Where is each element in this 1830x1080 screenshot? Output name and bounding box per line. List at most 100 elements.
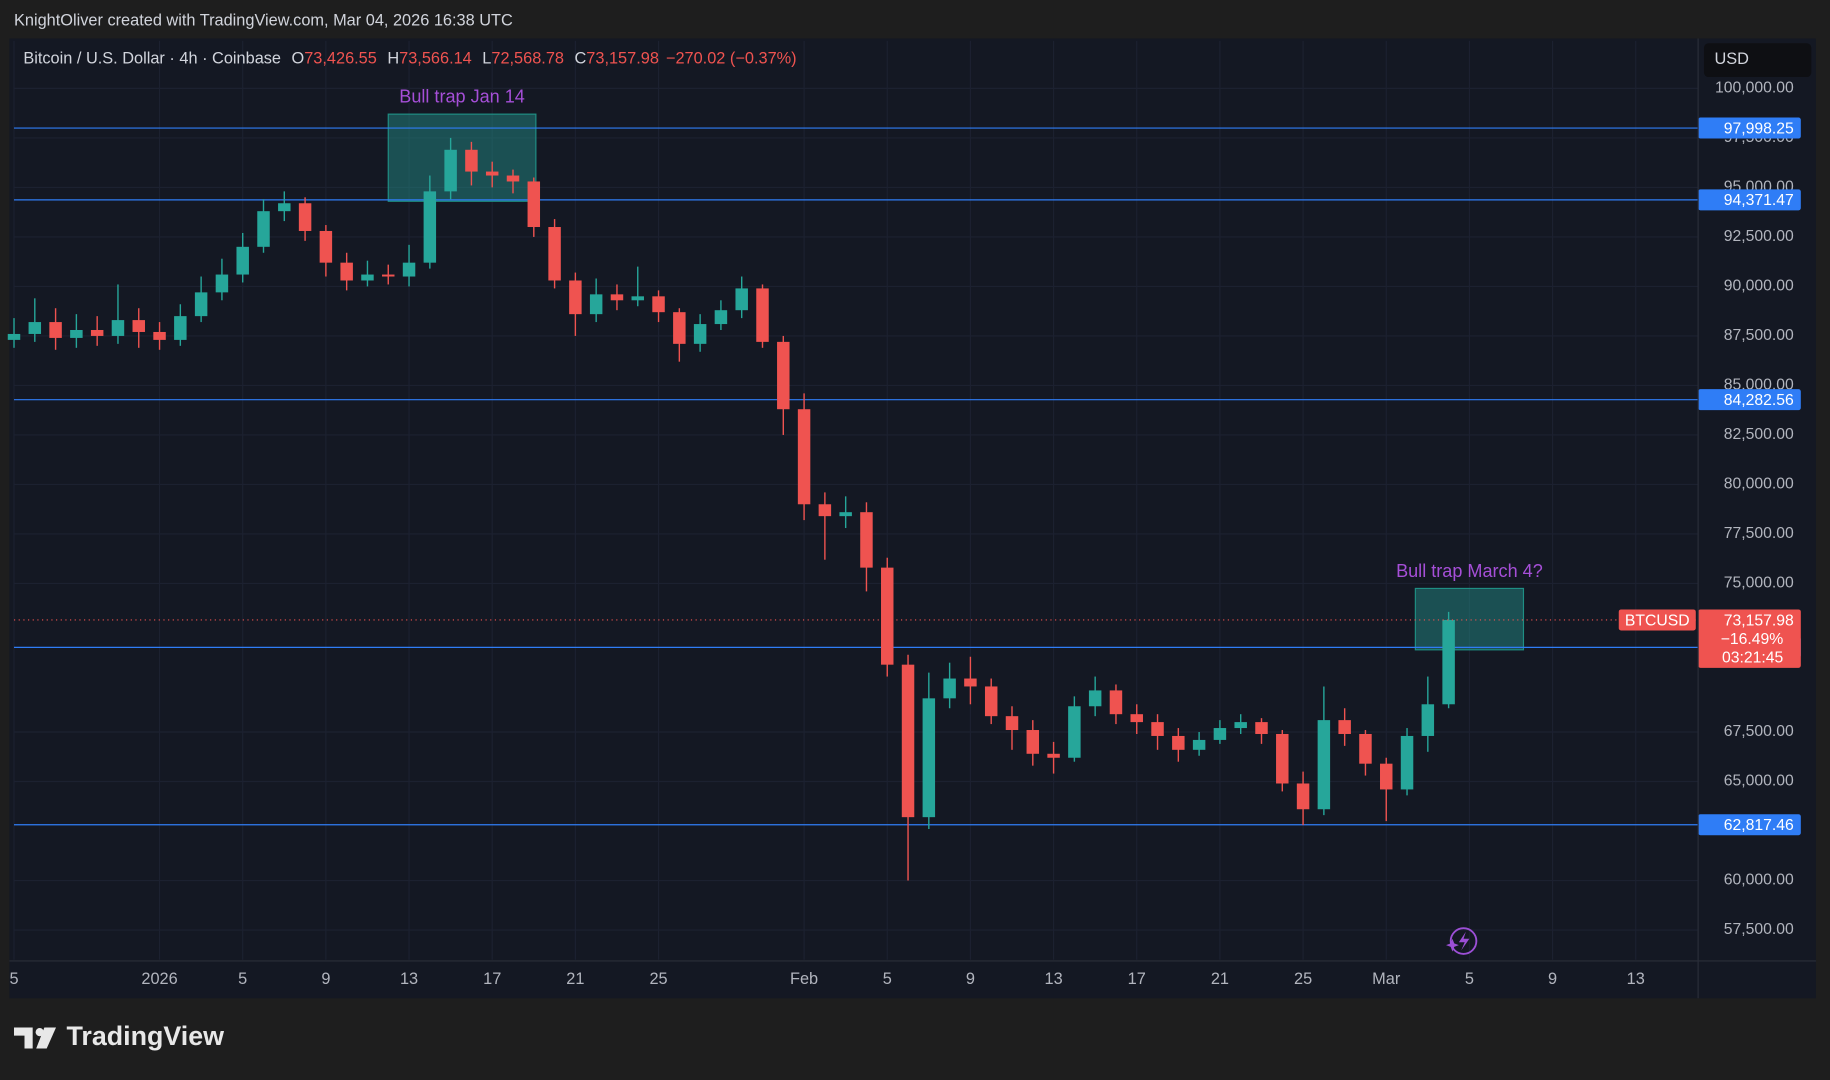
candle-body — [797, 409, 811, 505]
y-tick-label: 100,000.00 — [1715, 80, 1794, 97]
legend-value: 73,157.98 — [586, 50, 659, 68]
symbol-label-bg — [1618, 609, 1696, 631]
symbol-label: BTCUSD — [1625, 612, 1690, 629]
y-tick-label: 75,000.00 — [1724, 575, 1794, 592]
candle-body — [631, 296, 644, 301]
candle-body — [1359, 733, 1372, 764]
candle-body — [756, 288, 769, 342]
candle-body — [652, 296, 665, 313]
legend-title: Bitcoin / U.S. Dollar · 4h · Coinbase — [23, 50, 281, 68]
candle-body — [818, 504, 832, 517]
candle-body — [1192, 739, 1206, 750]
candle-body — [444, 149, 457, 192]
candle-body — [28, 322, 42, 334]
lightning-icon[interactable] — [1446, 927, 1478, 955]
candle-body — [1296, 783, 1310, 810]
x-tick-label: 9 — [1548, 970, 1557, 988]
candle-body — [922, 698, 936, 818]
legend-value: 73,426.55 — [304, 50, 377, 68]
legend-key: L — [482, 50, 491, 68]
x-tick-label: 5 — [9, 970, 18, 988]
candle-body — [1255, 722, 1268, 734]
y-tick-label: 77,500.00 — [1724, 525, 1794, 542]
annotation-text: Bull trap March 4? — [1396, 561, 1543, 581]
candle-body — [423, 191, 437, 263]
currency-button[interactable] — [1703, 43, 1812, 78]
candle-body — [1088, 690, 1102, 707]
candle-body — [1338, 720, 1351, 734]
legend-key: O — [292, 50, 305, 68]
candle-body — [1234, 722, 1247, 729]
candle-body — [610, 294, 624, 301]
candle-body — [1213, 728, 1227, 740]
attribution: KnightOliver created with TradingView.co… — [14, 11, 513, 29]
level-label-bg — [1698, 814, 1801, 836]
candle-body — [569, 280, 582, 315]
candle-body — [319, 230, 333, 263]
candle-body — [1130, 714, 1143, 723]
candle-body — [340, 262, 353, 281]
y-tick-label: 57,500.00 — [1724, 921, 1794, 938]
candle-body — [589, 294, 603, 315]
last-price-bg — [1698, 609, 1801, 668]
candle-body — [7, 333, 21, 340]
y-tick-label: 80,000.00 — [1724, 476, 1794, 493]
candle-body — [70, 329, 83, 338]
x-tick-label: 25 — [649, 970, 667, 988]
x-tick-label: 13 — [1044, 970, 1062, 988]
x-tick-label: 5 — [238, 970, 247, 988]
y-tick-label: 87,500.00 — [1724, 327, 1794, 344]
legend-key: H — [387, 50, 399, 68]
bar-countdown: 03:21:45 — [1722, 650, 1784, 667]
level-label: 62,817.46 — [1724, 817, 1794, 834]
level-label: 94,371.47 — [1724, 192, 1794, 209]
candle-body — [402, 262, 416, 277]
candle-body — [548, 227, 561, 281]
grid: 5 2026 5 9 13 17 21 25 Feb 5 9 13 17 21 25 Mar 5 9 13 57,50… — [9, 40, 1794, 988]
candle-body — [132, 320, 145, 332]
annotation-box — [1414, 587, 1525, 651]
y-tick-label: 90,000.00 — [1724, 278, 1794, 295]
legend-value: 72,568.78 — [491, 50, 564, 68]
plot: Bull trap Jan 14 Bull trap March 4? — [7, 87, 1699, 881]
last-price-change: −16.49% — [1721, 631, 1784, 648]
level-label: 97,998.25 — [1724, 120, 1794, 137]
candle-body — [777, 341, 790, 410]
candle-body — [527, 181, 541, 228]
candle-body — [236, 246, 249, 275]
level-label-bg — [1698, 189, 1801, 211]
symbol-legend: Bitcoin / U.S. Dollar · 4h · Coinbase O73… — [23, 50, 796, 68]
candle-body — [1047, 753, 1060, 758]
last-price-label: 73,157.98 — [1724, 612, 1794, 629]
y-tick-label: 82,500.00 — [1724, 426, 1794, 443]
candle-body — [714, 310, 728, 325]
y-tick-label: 92,500.00 — [1724, 228, 1794, 245]
candle-body — [153, 331, 166, 340]
candle-body — [1172, 735, 1185, 750]
candle-body — [361, 274, 374, 281]
candle-body — [860, 512, 873, 568]
x-tick-label: 21 — [1211, 970, 1229, 988]
candle-body — [943, 678, 956, 699]
tradingview-logo — [14, 1027, 57, 1049]
level-label-bg — [1698, 389, 1801, 411]
candle-body — [174, 316, 187, 340]
x-tick-label: Mar — [1372, 970, 1401, 988]
x-tick-label: 13 — [400, 970, 418, 988]
candle-body — [735, 288, 748, 311]
chart-pane — [9, 38, 1816, 999]
candle-body — [506, 175, 520, 182]
candle-body — [901, 664, 915, 818]
candle-body — [1005, 716, 1019, 731]
candle-body — [984, 686, 998, 717]
y-tick-label: 67,500.00 — [1724, 723, 1794, 740]
x-tick-label: 13 — [1627, 970, 1645, 988]
x-tick-label: 9 — [966, 970, 975, 988]
candle-body — [194, 292, 208, 317]
annotation-text: Bull trap Jan 14 — [399, 87, 525, 107]
currency-label[interactable]: USD — [1714, 50, 1749, 68]
candle-body — [485, 171, 499, 176]
candle-body — [1151, 722, 1164, 736]
y-tick-label: 65,000.00 — [1724, 773, 1794, 790]
candle-body — [1276, 733, 1289, 784]
